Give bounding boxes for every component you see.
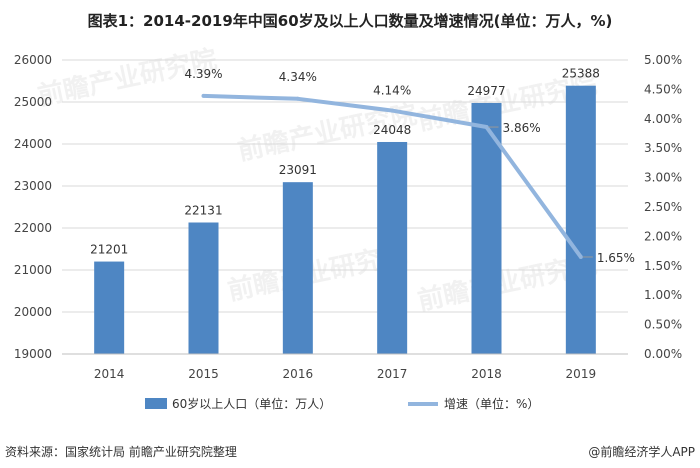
line-point bbox=[484, 125, 489, 130]
right-axis: 0.00% 0.50% 1.00% 1.50% 2.00% 2.50% 3.00% 3.50%… bbox=[644, 53, 682, 361]
x-tick-label: 2018 bbox=[471, 367, 502, 381]
bar-value-label: 25388 bbox=[562, 67, 600, 81]
bar bbox=[94, 261, 125, 354]
line-point bbox=[578, 254, 583, 259]
line-point bbox=[390, 108, 395, 113]
chart-title: 图表1：2014-2019年中国60岁及以上人口数量及增速情况(单位：万人，%) bbox=[87, 12, 613, 30]
bar-value-label: 24977 bbox=[467, 84, 505, 98]
line-value-label: 4.39% bbox=[184, 67, 222, 81]
legend-bar-label: 60岁以上人口（单位：万人） bbox=[172, 396, 331, 411]
left-tick-label: 25000 bbox=[14, 95, 52, 109]
left-tick-label: 23000 bbox=[14, 179, 52, 193]
left-tick-label: 22000 bbox=[14, 221, 52, 235]
right-tick-label: 1.00% bbox=[644, 288, 682, 302]
bar-value-label: 23091 bbox=[279, 163, 317, 177]
left-tick-label: 21000 bbox=[14, 263, 52, 277]
left-tick-label: 19000 bbox=[14, 347, 52, 361]
line-value-label: 4.14% bbox=[373, 84, 411, 98]
right-tick-label: 4.50% bbox=[644, 82, 682, 96]
x-tick-label: 2014 bbox=[94, 367, 125, 381]
left-tick-label: 20000 bbox=[14, 305, 52, 319]
bar bbox=[282, 182, 313, 354]
bar bbox=[188, 222, 219, 354]
right-tick-label: 2.50% bbox=[644, 200, 682, 214]
brand-credit: @前瞻经济学人APP bbox=[588, 445, 695, 459]
left-tick-label: 26000 bbox=[14, 53, 52, 67]
x-tick-label: 2015 bbox=[188, 367, 219, 381]
line-value-label: 1.65% bbox=[597, 251, 635, 265]
right-tick-label: 0.50% bbox=[644, 318, 682, 332]
bar bbox=[377, 141, 408, 354]
x-tick-label: 2019 bbox=[566, 367, 597, 381]
bar bbox=[565, 85, 596, 354]
legend-line-label: 增速（单位：%） bbox=[444, 396, 539, 411]
right-tick-label: 0.00% bbox=[644, 347, 682, 361]
line-value-label: 4.34% bbox=[279, 70, 317, 84]
line-value-label: 3.86% bbox=[503, 121, 541, 135]
right-tick-label: 4.00% bbox=[644, 112, 682, 126]
right-tick-label: 1.50% bbox=[644, 259, 682, 273]
x-tick-label: 2016 bbox=[283, 367, 314, 381]
line-point bbox=[295, 96, 300, 101]
bar-series: 21201 22131 23091 24048 24977 25388 bbox=[90, 67, 600, 354]
x-tick-label: 2017 bbox=[377, 367, 408, 381]
line-point bbox=[201, 93, 206, 98]
right-tick-label: 2.00% bbox=[644, 229, 682, 243]
bar-value-label: 22131 bbox=[184, 203, 222, 217]
legend-bar-swatch bbox=[145, 398, 167, 409]
left-axis: 19000 20000 21000 22000 23000 24000 25000 26000 bbox=[14, 53, 52, 361]
bar-value-label: 24048 bbox=[373, 123, 411, 137]
x-axis: 2014 2015 2016 2017 2018 2019 bbox=[62, 353, 628, 381]
legend: 60岁以上人口（单位：万人） 增速（单位：%） bbox=[145, 396, 539, 411]
bar bbox=[471, 102, 502, 354]
source-note: 资料来源：国家统计局 前瞻产业研究院整理 bbox=[5, 445, 237, 459]
left-tick-label: 24000 bbox=[14, 137, 52, 151]
right-tick-label: 3.00% bbox=[644, 171, 682, 185]
bar-value-label: 21201 bbox=[90, 243, 128, 257]
growth-line-series: 4.39% 4.34% 4.14% 3.86% 1.65% bbox=[184, 67, 635, 265]
right-tick-label: 5.00% bbox=[644, 53, 682, 67]
right-tick-label: 3.50% bbox=[644, 141, 682, 155]
